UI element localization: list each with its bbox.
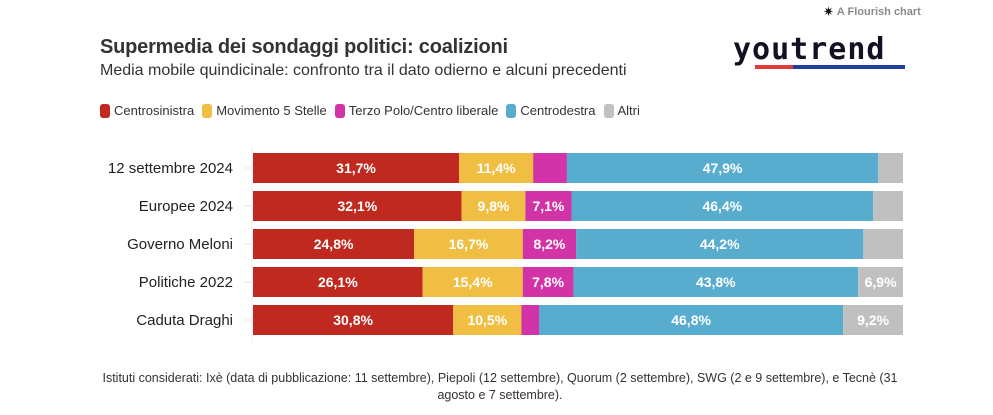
legend-swatch xyxy=(506,103,517,118)
bar-segment-terzo-polo-centro-liberale[interactable] xyxy=(522,229,577,259)
logo-underline xyxy=(755,65,905,69)
data-label: 43,8% xyxy=(696,274,736,290)
logo-text: youtrend xyxy=(733,32,886,67)
category-label: Politiche 2022 xyxy=(139,274,233,291)
legend-item[interactable]: Altri xyxy=(603,103,640,118)
bar-segment-terzo-polo-centro-liberale[interactable] xyxy=(525,191,572,221)
data-label: 8,2% xyxy=(533,236,565,252)
legend-swatch xyxy=(334,103,345,118)
data-label: 9,2% xyxy=(857,312,889,328)
data-label: 24,8% xyxy=(314,236,354,252)
data-label: 16,7% xyxy=(449,236,489,252)
stacked-bar-chart: 12 settembre 2024 31,7% 11,4% 47,9% Europee … xyxy=(108,147,903,343)
legend-swatch xyxy=(603,103,614,118)
legend-item[interactable]: Terzo Polo/Centro liberale xyxy=(334,103,499,118)
bar-segment-centrodestra[interactable] xyxy=(539,305,844,335)
bar-segment-altri[interactable] xyxy=(873,191,903,221)
bar-segment-terzo-polo-centro-liberale[interactable] xyxy=(522,267,574,297)
legend-item[interactable]: Centrodestra xyxy=(506,103,596,118)
data-label: 31,7% xyxy=(336,160,376,176)
data-label: 7,1% xyxy=(532,198,564,214)
bar-segment-altri[interactable] xyxy=(878,153,903,183)
bar-segment-centrosinistra[interactable] xyxy=(253,191,462,221)
data-label: 7,8% xyxy=(532,274,564,290)
data-label: 10,5% xyxy=(467,312,507,328)
data-label: 46,8% xyxy=(671,312,711,328)
bar-segment-altri[interactable] xyxy=(858,267,903,297)
data-label: 15,4% xyxy=(453,274,493,290)
data-label: 11,4% xyxy=(477,160,516,176)
legend-label: Terzo Polo/Centro liberale xyxy=(348,103,499,118)
legend-label: Altri xyxy=(617,103,640,118)
data-label: 44,2% xyxy=(700,236,740,252)
bar-segment-centrodestra[interactable] xyxy=(576,229,864,259)
chart-subtitle: Media mobile quindicinale: confronto tra… xyxy=(100,62,627,79)
bar-segment-centrosinistra[interactable] xyxy=(253,305,454,335)
data-label: 30,8% xyxy=(333,312,373,328)
bar-segment-movimento-5-stelle[interactable] xyxy=(422,267,523,297)
bar-segment-centrodestra[interactable] xyxy=(566,153,879,183)
bar-segment-altri[interactable] xyxy=(863,229,903,259)
bar-segment-centrosinistra[interactable] xyxy=(253,267,423,297)
legend-item[interactable]: Centrosinistra xyxy=(100,103,194,118)
bar-segment-terzo-polo-centro-liberale[interactable] xyxy=(521,305,539,335)
bar-segment-movimento-5-stelle[interactable] xyxy=(414,229,523,259)
bar-segment-centrodestra[interactable] xyxy=(573,267,859,297)
bar-segment-centrosinistra[interactable] xyxy=(253,229,415,259)
bar-segment-movimento-5-stelle[interactable] xyxy=(459,153,534,183)
bar-segment-altri[interactable] xyxy=(843,305,903,335)
data-label: 6,9% xyxy=(865,274,897,290)
bar-segment-centrodestra[interactable] xyxy=(571,191,874,221)
data-label: 46,4% xyxy=(702,198,742,214)
bar-segment-movimento-5-stelle[interactable] xyxy=(453,305,522,335)
legend-item[interactable]: Movimento 5 Stelle xyxy=(202,103,327,118)
flourish-credit[interactable]: ✷ A Flourish chart xyxy=(823,5,921,18)
bar-segment-terzo-polo-centro-liberale[interactable] xyxy=(533,153,567,183)
chart-legend: Centrosinistra Movimento 5 Stelle Terzo Po… xyxy=(100,103,648,118)
category-label: Governo Meloni xyxy=(127,236,233,253)
legend-swatch xyxy=(202,103,213,118)
asterisk-icon: ✷ xyxy=(823,4,834,19)
bar-segment-movimento-5-stelle[interactable] xyxy=(461,191,526,221)
chart-title: Supermedia dei sondaggi politici: coaliz… xyxy=(100,36,508,58)
category-label: Europee 2024 xyxy=(139,198,233,215)
bar-segment-centrosinistra[interactable] xyxy=(253,153,460,183)
category-label: 12 settembre 2024 xyxy=(108,160,233,177)
footer-note: Istituti considerati: Ixè (data di pubbl… xyxy=(102,371,898,402)
data-label: 9,8% xyxy=(478,198,510,214)
flourish-label: A Flourish chart xyxy=(836,5,921,18)
data-label: 26,1% xyxy=(318,274,358,290)
legend-label: Centrosinistra xyxy=(114,103,195,118)
legend-swatch xyxy=(100,103,110,118)
youtrend-logo: youtrend xyxy=(733,35,908,69)
legend-label: Centrodestra xyxy=(520,103,596,118)
category-label: Caduta Draghi xyxy=(136,312,233,329)
data-label: 32,1% xyxy=(337,198,377,214)
legend-label: Movimento 5 Stelle xyxy=(216,103,327,118)
data-label: 47,9% xyxy=(703,160,743,176)
